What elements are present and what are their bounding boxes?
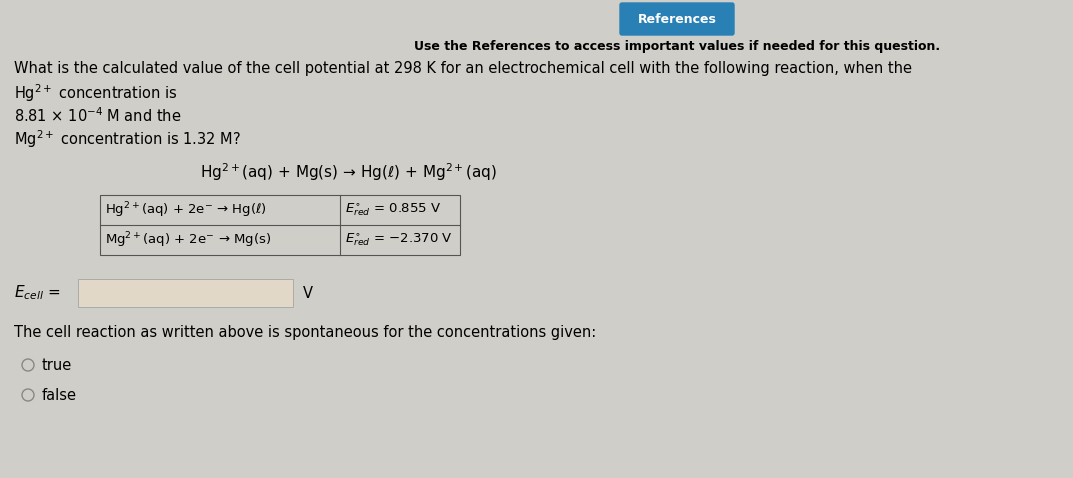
Text: The cell reaction as written above is spontaneous for the concentrations given:: The cell reaction as written above is sp…	[14, 326, 597, 340]
Text: V: V	[303, 285, 313, 301]
Text: Use the References to access important values if needed for this question.: Use the References to access important v…	[414, 40, 940, 53]
FancyBboxPatch shape	[620, 3, 734, 35]
Text: References: References	[637, 12, 717, 25]
Text: What is the calculated value of the cell potential at 298 K for an electrochemic: What is the calculated value of the cell…	[14, 61, 912, 76]
Text: true: true	[42, 358, 72, 372]
FancyBboxPatch shape	[100, 195, 460, 255]
Text: Hg$^{2+}$ concentration is: Hg$^{2+}$ concentration is	[14, 82, 178, 104]
Text: false: false	[42, 388, 77, 402]
Text: Hg$^{2+}$(aq) + 2e$^{-}$ → Hg(ℓ): Hg$^{2+}$(aq) + 2e$^{-}$ → Hg(ℓ)	[105, 200, 267, 220]
Text: Hg$^{2+}$(aq) + Mg(s) → Hg(ℓ) + Mg$^{2+}$(aq): Hg$^{2+}$(aq) + Mg(s) → Hg(ℓ) + Mg$^{2+}…	[200, 161, 497, 183]
Text: 8.81 × 10$^{-4}$ M and the: 8.81 × 10$^{-4}$ M and the	[14, 107, 181, 125]
Text: $E^{\circ}_{red}$ = 0.855 V: $E^{\circ}_{red}$ = 0.855 V	[346, 202, 441, 218]
Text: Mg$^{2+}$(aq) + 2e$^{-}$ → Mg(s): Mg$^{2+}$(aq) + 2e$^{-}$ → Mg(s)	[105, 230, 271, 250]
Text: $E^{\circ}_{red}$ = −2.370 V: $E^{\circ}_{red}$ = −2.370 V	[346, 231, 453, 249]
Text: Mg$^{2+}$ concentration is 1.32 M?: Mg$^{2+}$ concentration is 1.32 M?	[14, 128, 241, 150]
Text: $E_{cell}$ =: $E_{cell}$ =	[14, 283, 60, 303]
FancyBboxPatch shape	[78, 279, 293, 307]
